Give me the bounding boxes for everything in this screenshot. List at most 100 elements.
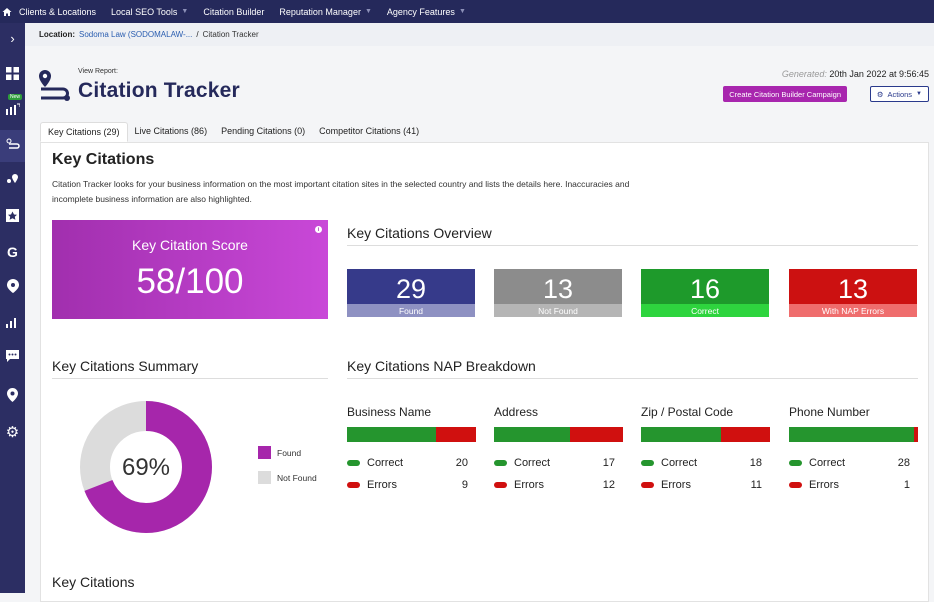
settings-icon[interactable]: ⚙ (5, 424, 20, 441)
info-icon[interactable]: i (315, 226, 322, 233)
actions-button-label: Actions (887, 89, 913, 99)
nav-label: Local SEO Tools (111, 6, 178, 17)
page-header: View Report: Citation Tracker Generated:… (25, 46, 934, 120)
correct-label: Correct (661, 457, 698, 469)
chevron-down-icon: ▼ (181, 8, 189, 15)
nap-category-label: Business Name (347, 405, 432, 419)
actions-button[interactable]: ⚙ Actions ▼ (869, 86, 929, 102)
home-icon[interactable] (2, 7, 16, 17)
tab-pending-citations[interactable]: Pending Citations (0) (221, 126, 306, 136)
create-campaign-button[interactable]: Create Citation Builder Campaign (723, 86, 847, 102)
citation-tracker-logo-icon (39, 70, 70, 101)
nap-errors-segment (435, 427, 476, 442)
tab-competitor-citations[interactable]: Competitor Citations (41) (319, 126, 420, 136)
chevron-down-icon: ▼ (364, 8, 372, 15)
nap-ratio-bar (494, 427, 623, 442)
overview-title: Key Citations Overview (347, 225, 918, 246)
sidebar: › New G ⚙ (0, 23, 25, 593)
citation-tracker-icon[interactable] (0, 138, 25, 152)
key-citations-table-title: Key Citations (52, 574, 135, 590)
correct-count: 17 (602, 457, 615, 469)
nap-category-label: Phone Number (789, 405, 870, 419)
score-label: Key Citation Score (132, 237, 248, 253)
correct-count: 28 (897, 457, 910, 469)
nav-label: Citation Builder (203, 6, 265, 17)
errors-label: Errors (661, 479, 691, 491)
reviews-icon[interactable] (0, 209, 25, 222)
stat-count: 16 (641, 269, 769, 304)
overview-stat-card[interactable]: 13 Not Found (494, 269, 622, 319)
nap-errors-segment (721, 427, 770, 442)
generated-label: Generated: (781, 69, 827, 79)
legend-found-label: Found (277, 447, 302, 458)
nap-correct-segment (641, 427, 722, 442)
nav-local-seo-tools[interactable]: Local SEO Tools ▼ (111, 7, 188, 17)
dashboard-icon[interactable] (0, 67, 25, 80)
nav-reputation-manager[interactable]: Reputation Manager ▼ (279, 7, 372, 17)
stat-label: With NAP Errors (789, 304, 917, 317)
nap-ratio-bar (347, 427, 476, 442)
errors-count: 11 (750, 479, 762, 491)
sidebar-active-highlight (0, 130, 25, 162)
nav-label: Reputation Manager (279, 6, 361, 17)
stat-label: Found (347, 304, 475, 317)
analytics-icon[interactable] (0, 316, 25, 328)
tab-live-citations[interactable]: Live Citations (86) (134, 126, 208, 136)
correct-count: 18 (749, 457, 762, 469)
nav-label: Agency Features (386, 6, 455, 17)
breadcrumb-location-link[interactable]: Sodoma Law (SODOMALAW-... (79, 30, 193, 39)
correct-label: Correct (809, 457, 846, 469)
nap-correct-row: Correct 17 (494, 457, 615, 469)
overview-stat-card[interactable]: 13 With NAP Errors (789, 269, 917, 319)
errors-count: 9 (461, 479, 468, 491)
nap-ratio-bar (641, 427, 770, 442)
donut-found-segment (80, 401, 212, 533)
breadcrumb-separator: / (196, 30, 199, 39)
location-icon[interactable] (0, 388, 25, 402)
nap-category: Phone Number Correct 28 Errors 1 (789, 405, 918, 491)
section-description: Citation Tracker looks for your business… (52, 179, 630, 204)
seo-icon[interactable] (0, 279, 25, 293)
stat-count: 13 (494, 269, 622, 304)
nap-correct-row: Correct 20 (347, 457, 468, 469)
nav-agency-features[interactable]: Agency Features ▼ (387, 7, 466, 17)
nav-clients-locations[interactable]: Clients & Locations (19, 7, 96, 17)
chat-icon[interactable] (0, 350, 25, 362)
stat-label: Not Found (494, 304, 622, 317)
errors-label: Errors (514, 479, 544, 491)
overview-stat-card[interactable]: 16 Correct (641, 269, 769, 319)
breadcrumb-current: Citation Tracker (202, 30, 259, 39)
nap-errors-row: Errors 9 (347, 479, 468, 491)
correct-pill-icon (789, 460, 802, 466)
tab-key-citations[interactable]: Key Citations (29) (40, 122, 128, 142)
errors-count: 12 (602, 479, 615, 491)
expand-icon[interactable]: › (10, 31, 15, 46)
generated-value: 20th Jan 2022 at 9:56:45 (829, 69, 929, 79)
stat-count: 29 (347, 269, 475, 304)
nap-errors-row: Errors 1 (789, 479, 910, 491)
key-citations-panel: Key Citations Citation Tracker looks for… (40, 142, 929, 602)
nap-breakdown-title: Key Citations NAP Breakdown (347, 358, 918, 379)
nav-citation-builder[interactable]: Citation Builder (203, 7, 264, 17)
nap-errors-segment (569, 427, 623, 442)
gear-icon: ⚙ (876, 89, 884, 99)
breadcrumb: Location: Sodoma Law (SODOMALAW-... / Ci… (25, 23, 934, 46)
nap-category-label: Address (494, 405, 539, 419)
errors-pill-icon (347, 482, 360, 488)
legend-not-found-label: Not Found (277, 472, 317, 483)
legend-found: Found (258, 446, 301, 459)
nap-errors-row: Errors 12 (494, 479, 615, 491)
google-icon[interactable]: G (7, 244, 18, 260)
local-search-grid-icon[interactable] (0, 173, 25, 185)
nap-correct-segment (789, 427, 914, 442)
new-badge: New (8, 94, 23, 100)
errors-label: Errors (367, 479, 397, 491)
nap-errors-row: Errors 11 (641, 479, 762, 491)
rank-tracker-icon[interactable] (0, 103, 25, 115)
view-report-label: View Report: (78, 68, 118, 75)
nap-category: Zip / Postal Code Correct 18 Errors 11 (641, 405, 770, 491)
overview-stat-card[interactable]: 29 Found (347, 269, 475, 319)
legend-not-found-swatch (258, 471, 271, 484)
chevron-down-icon: ▼ (458, 8, 466, 15)
correct-pill-icon (494, 460, 507, 466)
